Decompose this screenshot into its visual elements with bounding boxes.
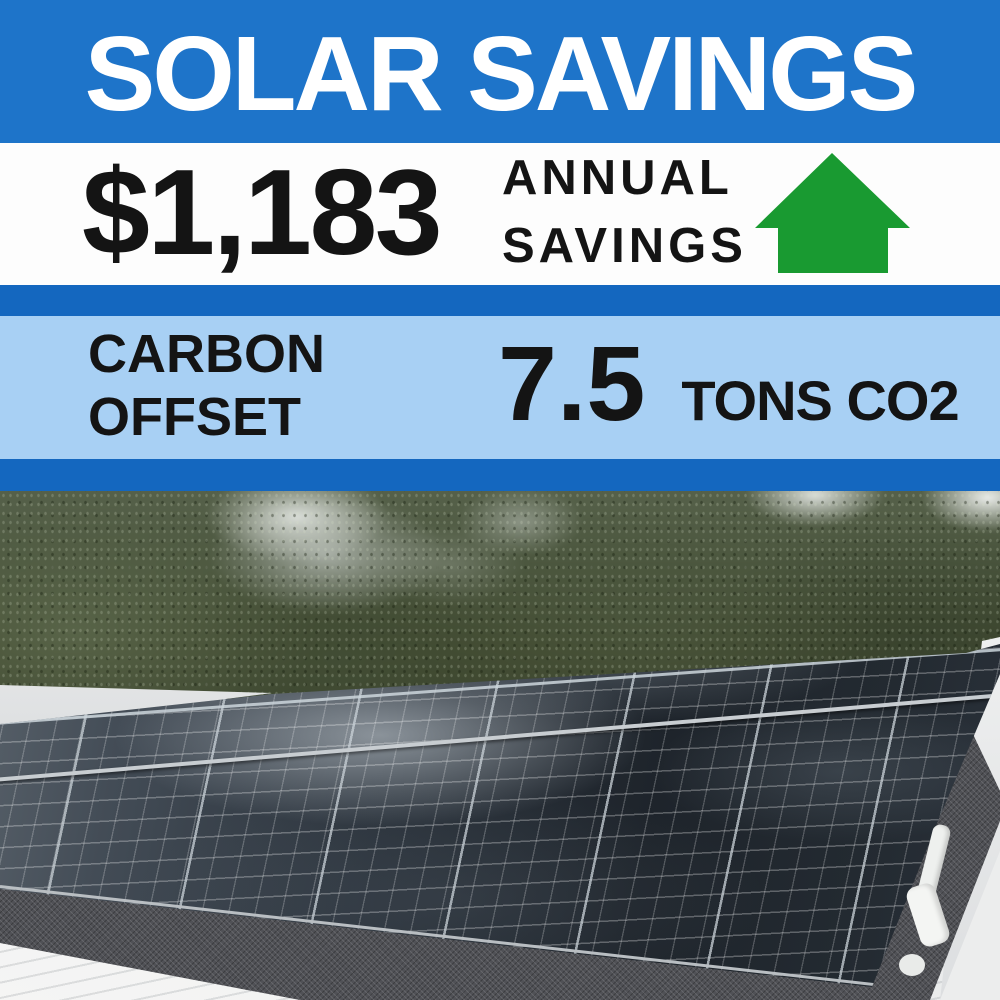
carbon-offset-value: 7.5 [498,325,646,443]
annual-savings-label: ANNUAL SAVINGS [502,144,747,280]
up-arrow-icon [755,153,910,273]
carbon-label-line2: OFFSET [88,387,301,447]
carbon-offset-unit: TONS CO2 [681,369,959,432]
title-banner: SOLAR SAVINGS [0,0,1000,143]
carbon-offset-row: CARBON OFFSET 7.5 TONS CO2 [0,316,1000,459]
vent-pipe-base [899,954,925,976]
annual-label-line1: ANNUAL [502,151,733,205]
annual-savings-amount: $1,183 [82,144,443,280]
rooftop-solar-photo [0,491,1000,1000]
page-title: SOLAR SAVINGS [84,14,919,133]
carbon-offset-label: CARBON OFFSET [88,323,325,449]
divider-strip-top [0,285,1000,316]
carbon-offset-value-group: 7.5 TONS CO2 [498,325,960,443]
annual-savings-row: $1,183 ANNUAL SAVINGS [0,143,1000,285]
carbon-label-line1: CARBON [88,324,325,384]
annual-label-line2: SAVINGS [502,219,747,273]
divider-strip-bottom [0,459,1000,491]
